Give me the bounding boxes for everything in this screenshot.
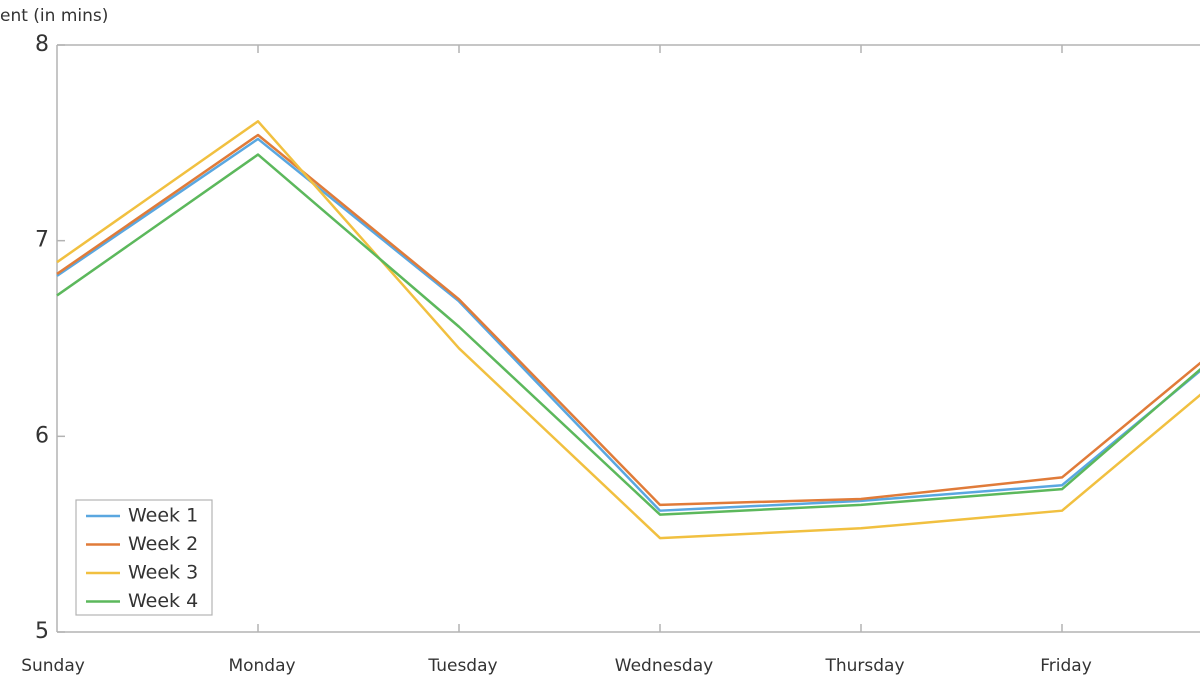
x-tick-label: Friday bbox=[1040, 656, 1092, 676]
series-line bbox=[56, 137, 1200, 512]
legend-label: Week 3 bbox=[128, 562, 198, 584]
x-tick-label: Tuesday bbox=[427, 656, 497, 676]
y-tick-label: 5 bbox=[35, 619, 49, 644]
y-tick-label: 7 bbox=[35, 228, 49, 253]
series-line bbox=[56, 133, 1200, 507]
y-axis-label: ent (in mins) bbox=[0, 6, 108, 26]
legend-label: Week 1 bbox=[128, 505, 198, 527]
y-tick-label: 6 bbox=[35, 423, 49, 448]
x-tick-label: Wednesday bbox=[615, 656, 713, 676]
series-line bbox=[56, 120, 1200, 540]
legend-box bbox=[75, 499, 213, 616]
legend-label: Week 4 bbox=[128, 590, 198, 612]
x-tick-label: Thursday bbox=[824, 656, 904, 676]
x-tick-label: Sunday bbox=[21, 656, 85, 676]
series-line bbox=[56, 153, 1200, 516]
legend-label: Week 2 bbox=[128, 533, 198, 555]
y-tick-label: 8 bbox=[35, 32, 49, 57]
x-tick-label: Monday bbox=[228, 656, 295, 676]
